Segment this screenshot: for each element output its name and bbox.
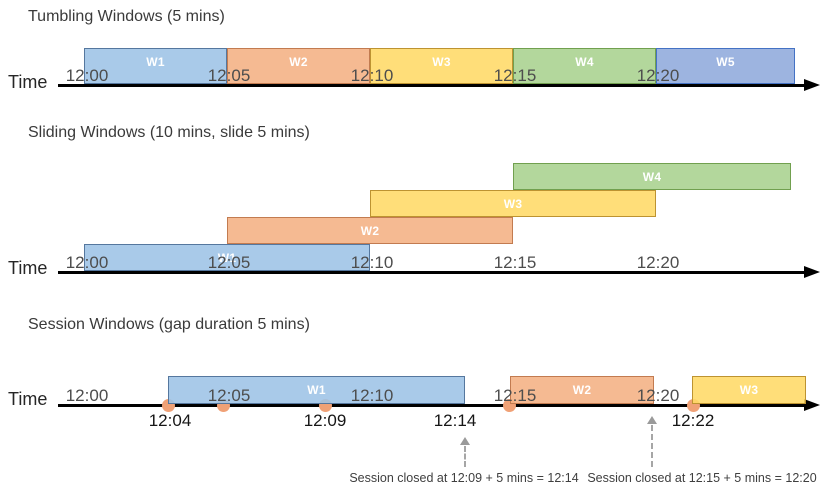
window-label: W3 — [739, 383, 759, 397]
tumbling-window-w4: W4 — [513, 48, 656, 84]
annotation-text: Session closed at 12:09 + 5 mins = 12:14 — [349, 471, 579, 485]
axis-tick-label: 12:05 — [207, 253, 251, 272]
event-time-label: 12:14 — [433, 411, 477, 430]
window-label: W1 — [146, 55, 165, 69]
axis-tick-label: 12:10 — [350, 253, 394, 272]
tumbling-window-w1: W1 — [84, 48, 227, 84]
axis-tick-label: 12:10 — [350, 66, 394, 85]
axis-tick-label: 12:00 — [65, 253, 109, 272]
session-window-w3: W3 — [692, 376, 806, 404]
sliding-window-w1: W1 — [84, 244, 370, 271]
window-label: W2 — [289, 55, 308, 69]
axis-tick-label: 12:15 — [493, 66, 537, 85]
timeline-axis — [58, 271, 806, 274]
axis-arrow-icon — [804, 399, 820, 411]
window-label: W3 — [432, 55, 451, 69]
event-time-label: 12:22 — [671, 411, 715, 430]
timeline-axis — [58, 404, 806, 407]
event-time-label: 12:04 — [148, 411, 192, 430]
tumbling-window-w3: W3 — [370, 48, 513, 84]
tumbling-title: Tumbling Windows (5 mins) — [28, 8, 225, 25]
annotation-arrow-icon — [460, 437, 470, 445]
tumbling-window-w2: W2 — [227, 48, 370, 84]
annotation-arrow-line — [651, 425, 653, 467]
session-title: Session Windows (gap duration 5 mins) — [28, 316, 310, 333]
axis-tick-label: 12:05 — [207, 66, 251, 85]
window-label: W4 — [575, 55, 594, 69]
axis-tick-label: 12:10 — [350, 386, 394, 405]
window-label: W4 — [642, 169, 662, 184]
axis-tick-label: 12:00 — [65, 386, 109, 405]
event-time-label: 12:09 — [303, 411, 347, 430]
window-label: W1 — [307, 383, 326, 397]
axis-tick-label: 12:05 — [207, 386, 251, 405]
window-label: W5 — [716, 55, 735, 69]
timeline-axis — [58, 84, 806, 87]
sliding-window-w4: W4 — [513, 163, 791, 190]
annotation-text: Session closed at 12:15 + 5 mins = 12:20 — [587, 471, 817, 485]
time-axis-label: Time — [8, 72, 48, 92]
time-axis-label: Time — [8, 389, 48, 409]
session-window-w2: W2 — [510, 376, 654, 404]
axis-tick-label: 12:00 — [65, 66, 109, 85]
annotation-arrow-icon — [647, 416, 657, 424]
annotation-arrow-line — [464, 446, 466, 467]
axis-tick-label: 12:20 — [636, 66, 680, 85]
window-label: W3 — [503, 196, 523, 211]
axis-arrow-icon — [804, 266, 820, 278]
axis-tick-label: 12:20 — [636, 386, 680, 405]
window-label: W2 — [360, 223, 380, 238]
sliding-window-w2: W2 — [227, 217, 513, 244]
tumbling-window-w5: W5 — [656, 48, 795, 84]
sliding-title: Sliding Windows (10 mins, slide 5 mins) — [28, 124, 310, 141]
window-label: W1 — [217, 250, 237, 265]
window-label: W2 — [572, 383, 592, 397]
time-axis-label: Time — [8, 258, 48, 278]
axis-tick-label: 12:15 — [493, 253, 537, 272]
sliding-window-w3: W3 — [370, 190, 656, 217]
session-window-w1: W1 — [168, 376, 465, 404]
axis-tick-label: 12:20 — [636, 253, 680, 272]
axis-arrow-icon — [804, 79, 820, 91]
axis-tick-label: 12:15 — [493, 386, 537, 405]
